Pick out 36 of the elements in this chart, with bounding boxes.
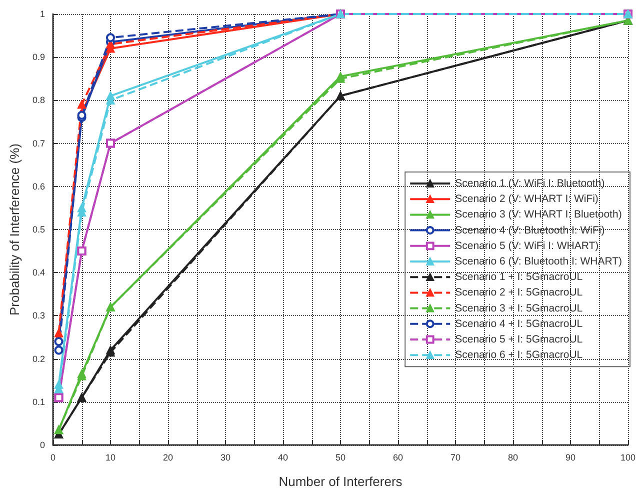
y-tick-label: 0.5 — [32, 224, 45, 234]
x-tick-label: 80 — [508, 452, 518, 462]
y-tick-label: 0.6 — [32, 181, 45, 192]
y-tick-label: 0 — [40, 440, 45, 450]
x-axis-title: Number of Interferers — [278, 474, 403, 489]
legend-label: Scenario 4 (V: Bluetooth I: WiFi) — [455, 224, 605, 236]
y-tick-label: 0.8 — [32, 95, 45, 106]
y-tick-label: 0.7 — [32, 138, 45, 148]
legend-label: Scenario 1 + I: 5GmacroUL — [455, 271, 583, 284]
legend-label: Scenario 5 (V: WiFi I: WHART) — [455, 240, 599, 252]
legend-label: Scenario 2 + I: 5GmacroUL — [455, 286, 583, 299]
x-tick-label: 20 — [162, 452, 174, 462]
x-tick-label: 50 — [335, 452, 346, 462]
y-tick-label: 1 — [40, 9, 45, 19]
x-tick-label: 70 — [450, 452, 461, 462]
y-tick-label: 0.4 — [32, 268, 45, 278]
x-tick-label: 30 — [220, 452, 231, 462]
y-axis-title: Probability of Interference (%) — [7, 144, 22, 316]
legend-label: Scenario 6 + I: 5GmacroUL — [455, 349, 583, 362]
x-tick-label: 100 — [620, 452, 636, 462]
legend-label: Scenario 3 (V: WHART I: Bluetooth) — [455, 208, 622, 221]
x-tick-label: 40 — [278, 452, 288, 462]
y-tick-label: 0.9 — [32, 52, 45, 62]
x-tick-label: 60 — [392, 452, 404, 462]
x-tick-label: 90 — [565, 452, 576, 462]
x-tick-label: 10 — [105, 452, 116, 462]
legend-label: Scenario 6 (V: Bluetooth I: WHART) — [455, 256, 622, 268]
legend-label: Scenario 1 (V: WiFi I: Bluetooth) — [455, 178, 605, 190]
y-tick-label: 0.2 — [32, 354, 45, 364]
legend-label: Scenario 3 + I: 5GmacroUL — [455, 302, 583, 314]
y-tick-label: 0.3 — [32, 310, 45, 321]
legend-label: Scenario 2 (V: WHART I: WiFi) — [455, 193, 598, 206]
y-tick-label: 0.1 — [32, 396, 45, 407]
legend-label: Scenario 4 + I: 5GmacroUL — [455, 318, 583, 330]
x-tick-label: 0 — [50, 452, 56, 462]
legend-label: Scenario 5 + I: 5GmacroUL — [455, 334, 583, 346]
